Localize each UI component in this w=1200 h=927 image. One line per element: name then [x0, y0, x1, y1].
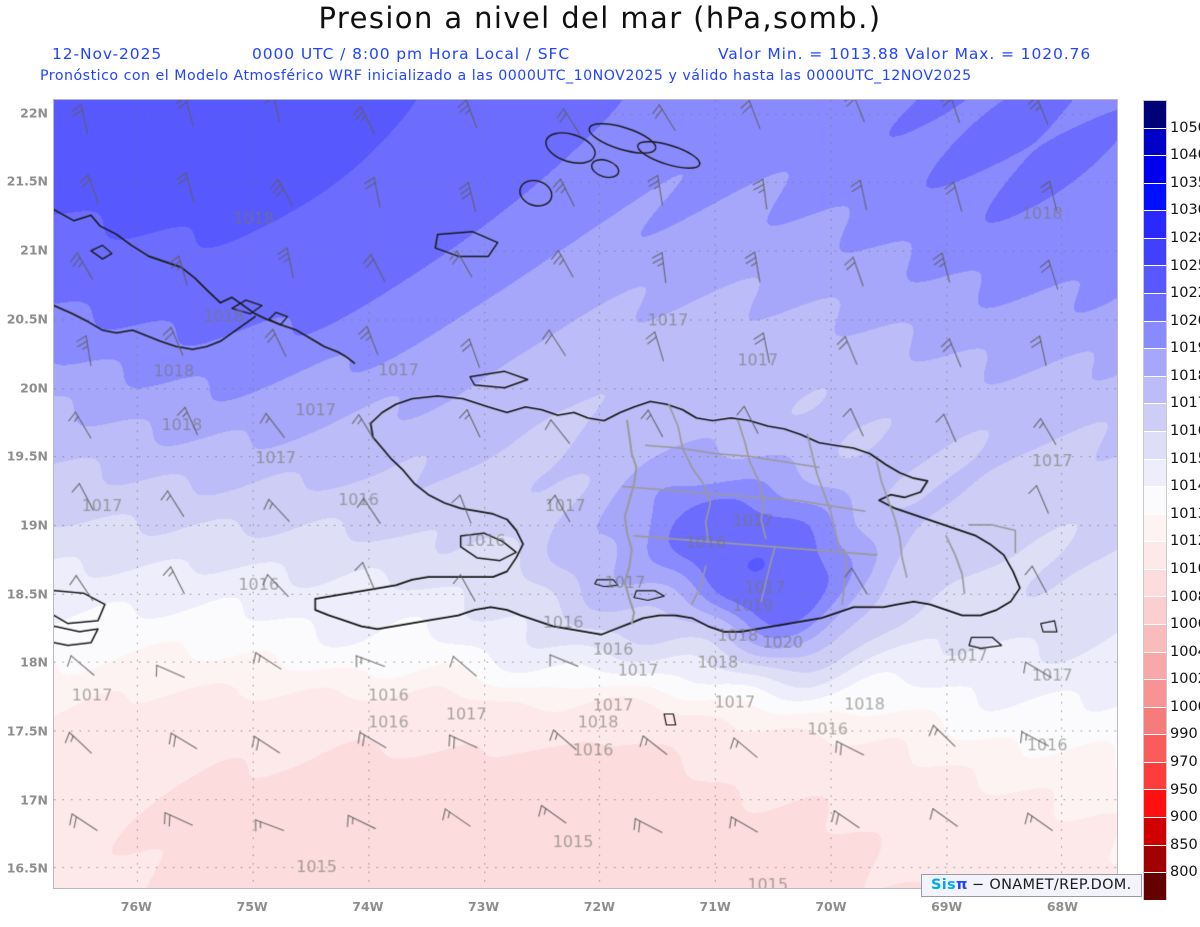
- colorbar-swatch: [1144, 128, 1166, 157]
- colorbar-tick: 1012: [1170, 533, 1200, 550]
- colorbar-tick: 1010: [1170, 560, 1200, 577]
- colorbar-swatch: [1144, 294, 1166, 322]
- colorbar-swatch: [1144, 735, 1166, 763]
- lat-tick-label: 16.5N: [6, 860, 48, 876]
- colorbar-swatch: [1144, 569, 1166, 598]
- colorbar-swatch: [1144, 845, 1166, 874]
- lon-tick-label: 71W: [699, 899, 731, 914]
- pressure-colorbar[interactable]: 1050 1040 1035 1030 1028 1025 1022 1020 1019 1018…: [1143, 100, 1200, 901]
- lat-tick-label: 22N: [20, 105, 48, 121]
- map-plot-area[interactable]: [53, 99, 1118, 889]
- colorbar-swatch: [1144, 404, 1166, 432]
- colorbar-swatch: [1144, 156, 1166, 184]
- logo-pi-icon: π: [955, 877, 968, 893]
- lon-tick-label: 74W: [352, 899, 384, 914]
- colorbar-swatch: [1144, 487, 1166, 515]
- colorbar-tick: 1040: [1170, 147, 1200, 164]
- colorbar-tick: 1006: [1170, 616, 1200, 633]
- colorbar-tick: 800: [1170, 864, 1198, 881]
- colorbar-swatch: [1144, 238, 1166, 267]
- lon-tick-label: 75W: [236, 899, 268, 914]
- colorbar-swatch: [1144, 707, 1166, 736]
- colorbar-tick: 1022: [1170, 285, 1200, 302]
- colorbar-tick: 900: [1170, 809, 1198, 826]
- lat-tick-label: 17.5N: [6, 723, 48, 739]
- lat-tick-label: 17N: [20, 792, 48, 808]
- colorbar-tick: 1028: [1170, 229, 1200, 246]
- forecast-time-level: 0000 UTC / 8:00 pm Hora Local / SFC: [252, 45, 571, 63]
- lat-tick-label: 21.5N: [6, 173, 48, 189]
- colorbar-tick: 1017: [1170, 395, 1200, 412]
- lat-tick-label: 20N: [20, 380, 48, 396]
- colorbar-tick: 1020: [1170, 312, 1200, 329]
- colorbar-tick: 1025: [1170, 257, 1200, 274]
- colorbar-swatch: [1144, 431, 1166, 460]
- colorbar-swatch: [1144, 349, 1166, 377]
- colorbar-tick: 850: [1170, 836, 1198, 853]
- lat-tick-label: 18N: [20, 654, 48, 670]
- colorbar-tick: 1050: [1170, 119, 1200, 136]
- colorbar-tick: 1035: [1170, 174, 1200, 191]
- colorbar-tick: 950: [1170, 781, 1198, 798]
- lon-tick-label: 68W: [1046, 899, 1079, 914]
- attribution-logo: Sisπ − ONAMET/REP.DOM.: [921, 874, 1142, 897]
- colorbar-tick: 1030: [1170, 202, 1200, 219]
- lon-tick-label: 69W: [931, 899, 963, 914]
- header: Presion a nivel del mar (hPa,somb.) 12-N…: [0, 0, 1200, 93]
- colorbar-swatch: [1144, 790, 1166, 819]
- colorbar-tick: 1008: [1170, 588, 1200, 605]
- colorbar-tick: 1002: [1170, 671, 1200, 688]
- colorbar-swatch: [1144, 873, 1166, 901]
- lat-tick-label: 19.5N: [6, 448, 48, 464]
- colorbar-swatch: [1144, 542, 1166, 570]
- colorbar-tick: 970: [1170, 754, 1198, 771]
- lat-tick-label: 18.5N: [6, 586, 48, 602]
- forecast-date: 12-Nov-2025: [52, 45, 163, 63]
- lon-tick-label: 76W: [120, 899, 152, 914]
- lat-tick-label: 21N: [20, 242, 48, 258]
- colorbar-tick: 990: [1170, 726, 1198, 743]
- lon-tick-label: 72W: [583, 899, 615, 914]
- colorbar-swatch: [1144, 376, 1166, 405]
- colorbar-swatch: [1144, 266, 1166, 295]
- colorbar-tick: 1000: [1170, 698, 1200, 715]
- colorbar-swatch: [1144, 652, 1166, 681]
- page-title: Presion a nivel del mar (hPa,somb.): [318, 1, 882, 35]
- colorbar-swatch: [1144, 514, 1166, 543]
- colorbar-swatch: [1144, 183, 1166, 212]
- colorbar-strip: [1143, 100, 1167, 901]
- colorbar-tick: 1014: [1170, 478, 1200, 495]
- value-min-max: Valor Min. = 1013.88 Valor Max. = 1020.7…: [718, 45, 1092, 63]
- colorbar-tick: 1013: [1170, 505, 1200, 522]
- model-description: Pronóstico con el Modelo Atmosférico WRF…: [40, 68, 972, 84]
- logo-agency-text: − ONAMET/REP.DOM.: [972, 877, 1132, 893]
- colorbar-tick: 1016: [1170, 423, 1200, 440]
- colorbar-swatch: [1144, 211, 1166, 239]
- colorbar-tick: 1015: [1170, 450, 1200, 467]
- logo-sis-text: Sis: [931, 877, 956, 893]
- lon-tick-label: 70W: [815, 899, 847, 914]
- colorbar-swatch: [1144, 459, 1166, 488]
- colorbar-swatch: [1144, 818, 1166, 846]
- lat-tick-label: 19N: [20, 517, 48, 533]
- colorbar-swatch: [1144, 321, 1166, 350]
- lat-tick-label: 20.5N: [6, 311, 48, 327]
- colorbar-swatch: [1144, 624, 1166, 653]
- colorbar-tick: 1018: [1170, 367, 1200, 384]
- colorbar-tick: 1019: [1170, 340, 1200, 357]
- pressure-shading-canvas: [54, 100, 1117, 888]
- colorbar-swatch: [1144, 101, 1166, 129]
- colorbar-swatch: [1144, 680, 1166, 708]
- colorbar-swatch: [1144, 597, 1166, 625]
- colorbar-tick: 1004: [1170, 643, 1200, 660]
- lon-tick-label: 73W: [468, 899, 500, 914]
- colorbar-swatch: [1144, 762, 1166, 791]
